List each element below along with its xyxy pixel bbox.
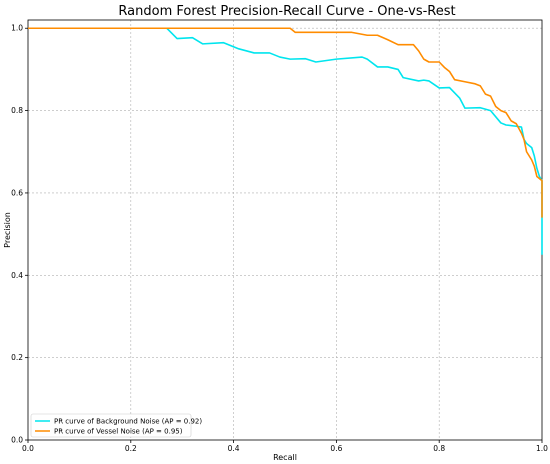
x-tick-label: 0.0 [22,444,34,453]
legend-box [30,413,192,438]
legend: PR curve of Background Noise (AP = 0.92)… [30,413,202,438]
x-tick-label: 0.8 [433,444,445,453]
legend-label-background-noise: PR curve of Background Noise (AP = 0.92) [54,418,202,426]
y-tick-label: 0.8 [11,106,23,115]
y-tick-label: 0.2 [11,353,23,362]
x-axis: 0.0 0.2 0.4 0.6 0.8 1.0 [22,440,548,453]
y-axis: 0.0 0.2 0.4 0.6 0.8 1.0 [11,24,28,445]
chart-title: Random Forest Precision-Recall Curve - O… [118,4,455,19]
x-tick-label: 1.0 [536,444,548,453]
x-axis-label: Recall [273,453,297,462]
x-tick-label: 0.6 [330,444,342,453]
y-tick-label: 1.0 [11,24,23,33]
series-line-vessel-noise [28,27,543,218]
x-tick-label: 0.4 [228,444,240,453]
series-layer [28,27,543,255]
y-tick-label: 0.6 [11,188,23,197]
grid-lines [28,20,542,440]
plot-area [27,19,543,441]
x-tick-label: 0.2 [125,444,137,453]
y-tick-label: 0.0 [11,436,23,445]
legend-label-vessel-noise: PR curve of Vessel Noise (AP = 0.95) [54,428,183,436]
y-tick-label: 0.4 [11,271,23,280]
y-axis-label: Precision [3,212,12,248]
series-line-background-noise [28,27,543,255]
